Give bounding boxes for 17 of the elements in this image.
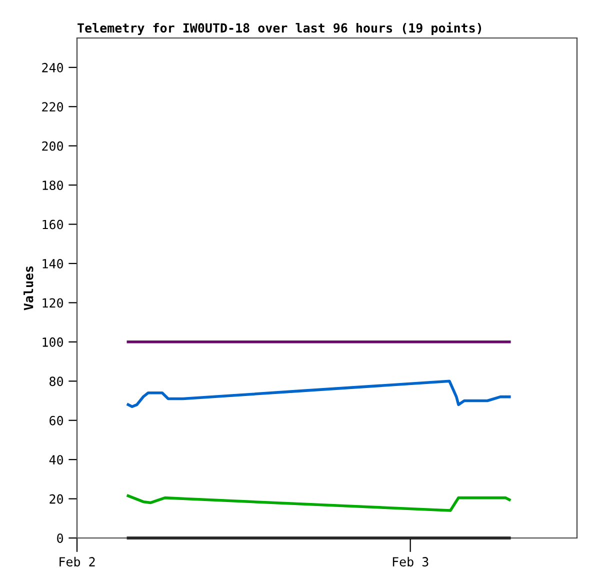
y-tick-label: 140 — [42, 258, 63, 268]
y-tick-label: 20 — [50, 494, 63, 504]
y-tick-label: 160 — [42, 220, 63, 230]
y-tick-label: 200 — [42, 141, 63, 151]
y-tick-label: 180 — [42, 180, 63, 190]
y-tick-label: 240 — [42, 62, 63, 72]
x-tick-label: Feb 3 — [392, 556, 428, 566]
y-axis-title: Values — [24, 266, 34, 310]
y-tick-label: 120 — [42, 298, 63, 308]
y-tick-label: 100 — [42, 337, 63, 347]
y-tick-label: 40 — [49, 455, 63, 465]
y-tick-label: 80 — [50, 376, 63, 386]
y-tick-label: 0 — [57, 534, 63, 543]
y-tick-label: 220 — [42, 102, 63, 112]
y-tick-label: 60 — [50, 416, 63, 426]
chart-title: Telemetry for IW0UTD-18 over last 96 hours (19 points) — [78, 22, 482, 36]
x-tick-label: Feb 2 — [60, 556, 95, 566]
